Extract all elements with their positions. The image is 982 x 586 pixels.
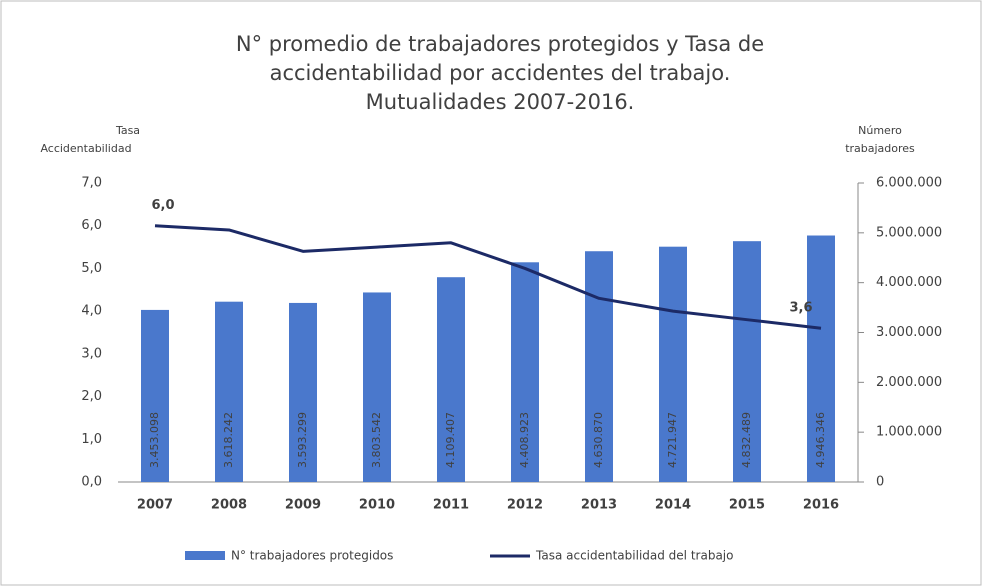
legend-swatch [185, 551, 225, 560]
x-tick-label: 2016 [803, 498, 839, 513]
bar [733, 241, 761, 482]
bar-value-label: 4.946.346 [814, 412, 827, 468]
y-axis-title: Tasa [115, 124, 140, 137]
y-tick-label: 2,0 [81, 389, 102, 404]
line-value-label: 6,0 [151, 198, 174, 213]
y-tick-label: 5,0 [81, 261, 102, 276]
bar-value-label: 4.109.407 [444, 412, 457, 468]
y2-tick-label: 5.000.000 [876, 225, 942, 240]
bar [659, 246, 687, 482]
y2-axis-title: trabajadores [845, 142, 915, 155]
bar [807, 235, 835, 482]
x-tick-label: 2007 [137, 498, 173, 513]
bar-value-label: 3.453.098 [148, 412, 161, 468]
y-tick-label: 7,0 [81, 176, 102, 191]
bar-value-label: 4.408.923 [518, 412, 531, 468]
y2-tick-label: 2.000.000 [876, 375, 942, 390]
x-tick-label: 2011 [433, 498, 469, 513]
bar-value-label: 4.832.489 [740, 412, 753, 468]
legend-label: N° trabajadores protegidos [231, 549, 393, 563]
x-tick-label: 2015 [729, 498, 765, 513]
bar-value-label: 4.630.870 [592, 412, 605, 468]
bar-value-label: 3.593.299 [296, 412, 309, 468]
y2-tick-label: 1.000.000 [876, 425, 942, 440]
y-tick-label: 3,0 [81, 346, 102, 361]
line [154, 224, 822, 330]
y2-tick-label: 0 [876, 475, 884, 490]
x-tick-label: 2014 [655, 498, 691, 513]
bar [585, 251, 613, 482]
x-tick-label: 2013 [581, 498, 617, 513]
bar-value-label: 3.618.242 [222, 412, 235, 468]
x-tick-label: 2012 [507, 498, 543, 513]
x-tick-label: 2009 [285, 498, 321, 513]
chart-title: accidentabilidad por accidentes del trab… [270, 61, 731, 85]
bar [437, 277, 465, 482]
bar [141, 309, 169, 482]
y-tick-label: 4,0 [81, 304, 102, 319]
line-value-label: 3,6 [789, 301, 812, 316]
y2-tick-label: 6.000.000 [876, 176, 942, 191]
chart-title: N° promedio de trabajadores protegidos y… [236, 32, 764, 56]
bar [289, 302, 317, 482]
y-tick-label: 6,0 [81, 218, 102, 233]
y-axis-title: Accidentabilidad [40, 142, 131, 155]
bar-value-label: 4.721.947 [666, 412, 679, 468]
y2-tick-label: 3.000.000 [876, 325, 942, 340]
chart-title: Mutualidades 2007-2016. [366, 90, 635, 114]
bar [511, 262, 539, 482]
bar-value-label: 3.803.542 [370, 412, 383, 468]
x-tick-label: 2010 [359, 498, 395, 513]
y-tick-label: 1,0 [81, 432, 102, 447]
legend-label: Tasa accidentabilidad del trabajo [535, 549, 733, 563]
y2-tick-label: 4.000.000 [876, 275, 942, 290]
y-tick-label: 0,0 [81, 475, 102, 490]
bar [363, 292, 391, 482]
y2-axis-title: Número [858, 124, 902, 137]
bar [215, 301, 243, 482]
x-tick-label: 2008 [211, 498, 247, 513]
